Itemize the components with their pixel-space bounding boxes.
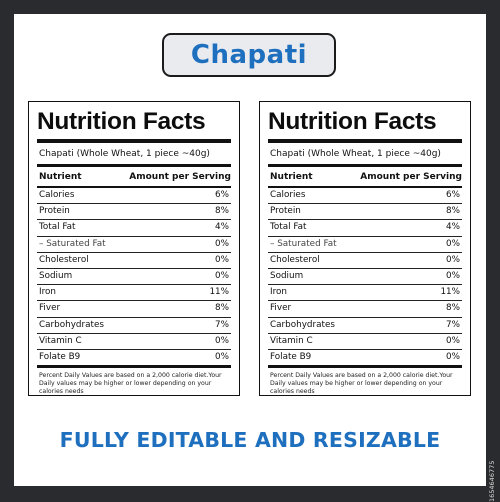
nutrient-row: Protein 8%: [37, 203, 231, 219]
nutrient-value: 7%: [446, 319, 460, 330]
nutrient-name: Carbohydrates: [270, 319, 335, 330]
nutrient-name: – Saturated Fat: [39, 238, 106, 249]
nutrient-value: 0%: [215, 254, 229, 265]
nutrient-name: Fiver: [270, 303, 292, 314]
label-heading: Nutrition Facts: [37, 108, 206, 135]
nutrient-name: Vitamin C: [270, 335, 313, 346]
nutrient-row: Iron 11%: [37, 284, 231, 300]
nutrient-name: Protein: [39, 206, 70, 217]
nutrient-value: 0%: [446, 270, 460, 281]
nutrient-name: Sodium: [39, 270, 73, 281]
nutrient-value: 0%: [446, 351, 460, 362]
nutrient-row: Cholesterol 0%: [268, 251, 462, 268]
nutrient-name: Protein: [270, 206, 301, 217]
nutrient-name: Folate B9: [39, 351, 81, 362]
divider: [37, 185, 231, 188]
nutrient-value: 6%: [215, 190, 229, 200]
column-amount: Amount per Serving: [129, 171, 231, 182]
stock-id-watermark: 1654646775: [488, 460, 496, 502]
nutrient-value: 4%: [215, 222, 229, 233]
nutrient-row: Iron 11%: [268, 284, 462, 300]
divider: [268, 164, 462, 167]
nutrient-row: Total Fat 4%: [268, 219, 462, 235]
nutrient-row: Sodium 0%: [37, 267, 231, 284]
nutrient-name: Total Fat: [39, 222, 76, 233]
nutrient-row: Fiver 8%: [37, 300, 231, 316]
page-title: Chapati: [190, 40, 308, 70]
column-amount: Amount per Serving: [360, 171, 462, 182]
nutrient-name: Folate B9: [270, 351, 312, 362]
nutrient-value: 8%: [215, 206, 229, 217]
divider: [37, 365, 231, 368]
nutrient-name: Carbohydrates: [39, 319, 104, 330]
serving-size: Chapati (Whole Wheat, 1 piece ~40g): [270, 149, 441, 159]
nutrient-name: Iron: [270, 287, 287, 298]
footnote: Percent Daily Values are based on a 2,00…: [270, 371, 453, 395]
nutrient-value: 8%: [446, 206, 460, 217]
nutrient-value: 7%: [215, 319, 229, 330]
nutrient-value: 0%: [446, 238, 460, 249]
nutrient-value: 0%: [446, 254, 460, 265]
nutrient-row: Folate B9 0%: [268, 348, 462, 365]
editable-banner: FULLY EDITABLE AND RESIZABLE: [59, 428, 441, 452]
nutrient-row: Vitamin C 0%: [268, 332, 462, 349]
divider: [268, 185, 462, 188]
nutrient-row: Carbohydrates 7%: [37, 316, 231, 333]
footnote: Percent Daily Values are based on a 2,00…: [39, 371, 222, 395]
nutrient-row: Calories 6%: [268, 188, 462, 203]
nutrient-name: Iron: [39, 287, 56, 298]
nutrient-value: 8%: [215, 303, 229, 314]
column-nutrient: Nutrient: [270, 171, 313, 182]
divider: [37, 139, 231, 143]
nutrient-list: Calories 6% Protein 8% Total Fat 4% – Satur…: [37, 188, 231, 365]
nutrient-value: 0%: [215, 335, 229, 346]
nutrient-value: 4%: [446, 222, 460, 233]
nutrient-row: Total Fat 4%: [37, 219, 231, 235]
nutrient-row: – Saturated Fat 0%: [37, 235, 231, 252]
nutrient-value: 11%: [440, 287, 460, 298]
nutrient-name: Sodium: [270, 270, 304, 281]
nutrient-value: 0%: [215, 270, 229, 281]
nutrient-name: Total Fat: [270, 222, 307, 233]
nutrient-row: Sodium 0%: [268, 267, 462, 284]
nutrition-label-right: Nutrition Facts Chapati (Whole Wheat, 1 …: [259, 101, 471, 396]
divider: [268, 365, 462, 368]
nutrient-name: Calories: [270, 190, 306, 200]
nutrient-row: Fiver 8%: [268, 300, 462, 316]
column-header: Nutrient Amount per Serving: [268, 167, 462, 186]
divider: [37, 164, 231, 167]
nutrient-name: – Saturated Fat: [270, 238, 337, 249]
column-nutrient: Nutrient: [39, 171, 82, 182]
nutrient-name: Calories: [39, 190, 75, 200]
nutrient-name: Cholesterol: [39, 254, 89, 265]
nutrient-row: Protein 8%: [268, 203, 462, 219]
nutrient-row: Calories 6%: [37, 188, 231, 203]
nutrient-row: Cholesterol 0%: [37, 251, 231, 268]
nutrient-row: Vitamin C 0%: [37, 332, 231, 349]
nutrient-row: Carbohydrates 7%: [268, 316, 462, 333]
nutrient-value: 8%: [446, 303, 460, 314]
nutrient-value: 0%: [215, 238, 229, 249]
label-heading: Nutrition Facts: [268, 108, 437, 135]
nutrient-row: – Saturated Fat 0%: [268, 235, 462, 252]
title-pill: Chapati: [162, 33, 336, 77]
nutrition-label-left: Nutrition Facts Chapati (Whole Wheat, 1 …: [28, 101, 240, 396]
nutrient-name: Vitamin C: [39, 335, 82, 346]
serving-size: Chapati (Whole Wheat, 1 piece ~40g): [39, 149, 210, 159]
nutrient-value: 6%: [446, 190, 460, 200]
nutrient-name: Fiver: [39, 303, 61, 314]
nutrient-value: 0%: [215, 351, 229, 362]
nutrient-value: 11%: [209, 287, 229, 298]
nutrient-row: Folate B9 0%: [37, 348, 231, 365]
nutrient-value: 0%: [446, 335, 460, 346]
column-header: Nutrient Amount per Serving: [37, 167, 231, 186]
divider: [268, 139, 462, 143]
nutrient-list: Calories 6% Protein 8% Total Fat 4% – Satur…: [268, 188, 462, 365]
nutrient-name: Cholesterol: [270, 254, 320, 265]
